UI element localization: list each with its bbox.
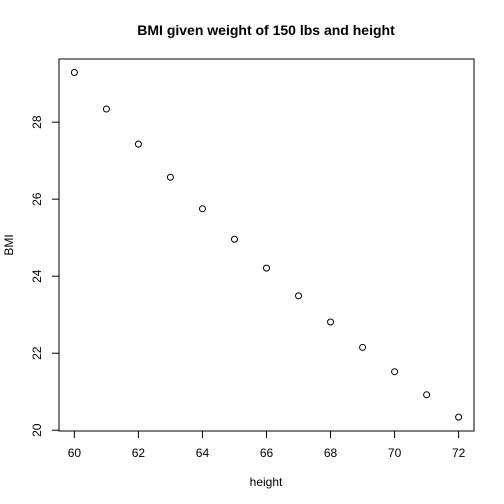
data-point: [70, 68, 78, 76]
y-tick-label: 26: [30, 192, 44, 206]
x-tick-label: 66: [260, 446, 274, 460]
plot-frame: [58, 58, 475, 432]
data-point: [134, 140, 142, 148]
y-tick-label: 24: [30, 269, 44, 283]
data-point: [295, 292, 303, 300]
y-tick-label: 28: [30, 115, 44, 129]
y-tick-label: 22: [30, 346, 44, 360]
data-point: [263, 264, 270, 272]
x-tick-label: 62: [132, 446, 146, 460]
y-axis: 20 22 24 26 28: [30, 115, 60, 437]
data-point: [359, 343, 367, 351]
data-point: [230, 235, 238, 243]
data-point: [423, 391, 431, 399]
y-tick-label: 20: [30, 423, 44, 437]
data-point: [102, 105, 110, 113]
x-tick-label: 60: [68, 446, 82, 460]
x-tick-label: 68: [324, 446, 338, 460]
data-point: [166, 173, 174, 181]
x-axis-label: height: [250, 475, 283, 489]
data-point: [455, 413, 463, 421]
x-tick-label: 70: [388, 446, 402, 460]
x-tick-label: 72: [452, 446, 466, 460]
x-axis: 60 62 64 66 68 70 72: [68, 430, 466, 460]
x-tick-label: 64: [196, 446, 210, 460]
data-point: [391, 368, 399, 376]
data-points: [70, 68, 463, 421]
data-point: [327, 318, 335, 326]
chart-title: BMI given weight of 150 lbs and height: [137, 22, 395, 38]
y-axis-label: BMI: [2, 234, 16, 255]
data-point: [198, 205, 206, 213]
